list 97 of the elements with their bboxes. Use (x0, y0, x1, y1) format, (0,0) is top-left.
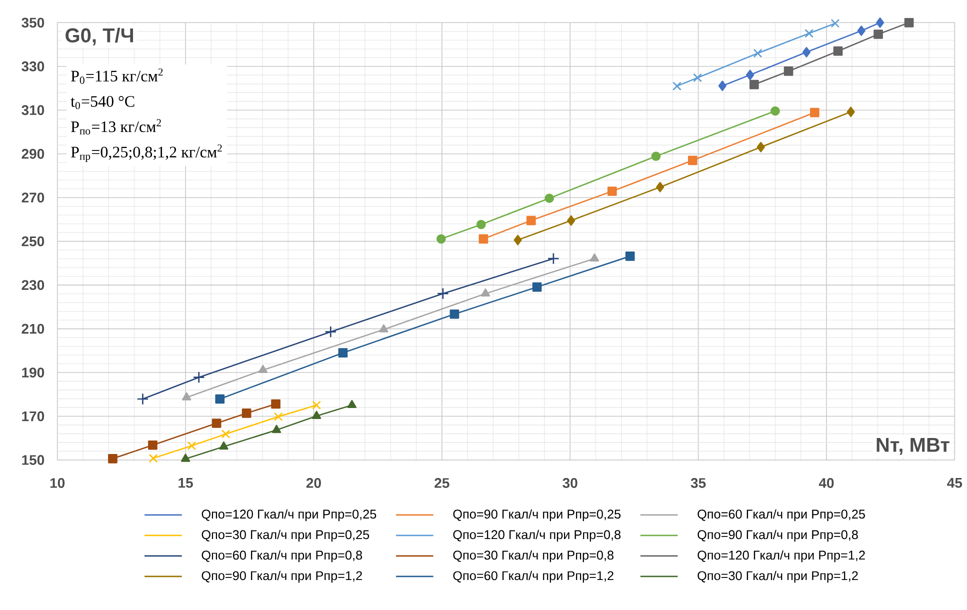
point (590, 253, 600, 262)
point (804, 28, 814, 38)
x-tick-label: 40 (818, 478, 834, 488)
y-tick-label: 270 (22, 192, 44, 203)
legend-label: Qпо=60 Гкал/ч при Pпр=0,25 (698, 509, 865, 522)
point (544, 194, 554, 203)
x-tick-label: 30 (562, 478, 578, 488)
x-axis-title: Nт, МВт (876, 438, 950, 455)
y-tick-label: 150 (22, 455, 44, 465)
point (450, 309, 460, 319)
point (693, 73, 702, 82)
point (688, 156, 698, 166)
point (476, 220, 486, 230)
point (756, 142, 765, 152)
legend-label: Qпо=30 Гкал/ч при Pпр=1,2 (698, 570, 858, 583)
point (347, 400, 357, 408)
annotation: t$_{0}$=540 °C (70, 96, 134, 110)
point (182, 392, 192, 400)
annotation: P$_{0}$=115 кг/см$^{2}$ (71, 68, 163, 84)
point (784, 66, 794, 76)
point (718, 80, 726, 92)
point (846, 106, 855, 118)
point (625, 252, 635, 261)
y-tick-label: 210 (22, 324, 44, 334)
point (830, 18, 840, 28)
legend-label: Qпо=120 Гкал/ч при Pпр=0,25 (202, 509, 376, 522)
point (258, 364, 268, 374)
point (436, 234, 446, 244)
point (478, 234, 488, 244)
point (192, 371, 205, 384)
point (833, 46, 843, 56)
point (312, 410, 322, 419)
legend-label: Qпо=60 Гкал/ч при Pпр=1,2 (453, 570, 614, 583)
y-axis-title: G0, Т/Ч (66, 28, 134, 46)
x-tick-label: 25 (434, 478, 450, 488)
point (274, 412, 283, 422)
point (874, 30, 883, 39)
legend-label: Qпо=60 Гкал/ч при Pпр=0,8 (202, 550, 362, 562)
x-tick-label: 35 (690, 478, 706, 488)
point (215, 394, 225, 404)
y-tick-label: 190 (22, 368, 44, 378)
point (272, 424, 282, 433)
x-tick-label: 45 (947, 478, 962, 488)
point (656, 182, 664, 192)
point (526, 216, 536, 226)
y-tick-label: 230 (22, 280, 44, 290)
point (746, 70, 754, 80)
point (547, 252, 560, 265)
point (514, 234, 522, 246)
point (770, 106, 780, 116)
y-tick-label: 290 (22, 148, 44, 159)
y-tick-label: 250 (22, 236, 44, 246)
point (338, 348, 348, 358)
point (221, 430, 230, 438)
point (651, 152, 661, 161)
y-tick-label: 330 (22, 61, 44, 72)
point (607, 186, 617, 196)
point (271, 399, 280, 409)
point (480, 288, 490, 297)
point (108, 454, 118, 464)
point (904, 18, 914, 28)
point (810, 108, 820, 118)
point (436, 288, 449, 300)
x-tick-label: 10 (50, 478, 65, 488)
point (379, 324, 388, 332)
legend-label: Qпо=30 Гкал/ч при Pпр=0,25 (202, 530, 370, 542)
x-tick-label: 20 (306, 478, 321, 488)
legend-label: Qпо=90 Гкал/ч при Pпр=1,2 (202, 570, 362, 583)
point (180, 454, 190, 462)
point (212, 418, 222, 428)
legend-label: Qпо=120 Гкал/ч при Pпр=0,8 (453, 530, 621, 542)
x-tick-label: 15 (178, 478, 193, 488)
point (532, 282, 542, 292)
point (567, 215, 576, 226)
point (753, 48, 762, 58)
point (148, 454, 158, 463)
point (672, 82, 682, 91)
point (857, 26, 866, 36)
point (750, 80, 759, 90)
point (136, 392, 149, 405)
point (219, 441, 228, 450)
legend-label: Qпо=120 Гкал/ч при Pпр=1,2 (698, 550, 865, 562)
point (312, 400, 321, 410)
legend-label: Qпо=90 Гкал/ч при Pпр=0,8 (698, 530, 858, 542)
y-tick-label: 170 (22, 411, 44, 422)
point (876, 17, 884, 28)
point (148, 440, 158, 450)
point (802, 46, 811, 58)
legend-label: Qпо=30 Гкал/ч при Pпр=0,8 (453, 550, 614, 562)
annotation: P$_{по}$=13 кг/см$^{2}$ (71, 119, 161, 135)
point (242, 408, 252, 418)
legend-label: Qпо=90 Гкал/ч при Pпр=0,25 (453, 509, 621, 522)
annotation: P$_{пр}$=0,25;0,8;1,2 кг/см$^{2}$ (71, 144, 222, 162)
y-tick-label: 310 (22, 105, 44, 116)
point (324, 326, 337, 338)
y-tick-label: 350 (22, 18, 44, 28)
point (187, 441, 196, 450)
